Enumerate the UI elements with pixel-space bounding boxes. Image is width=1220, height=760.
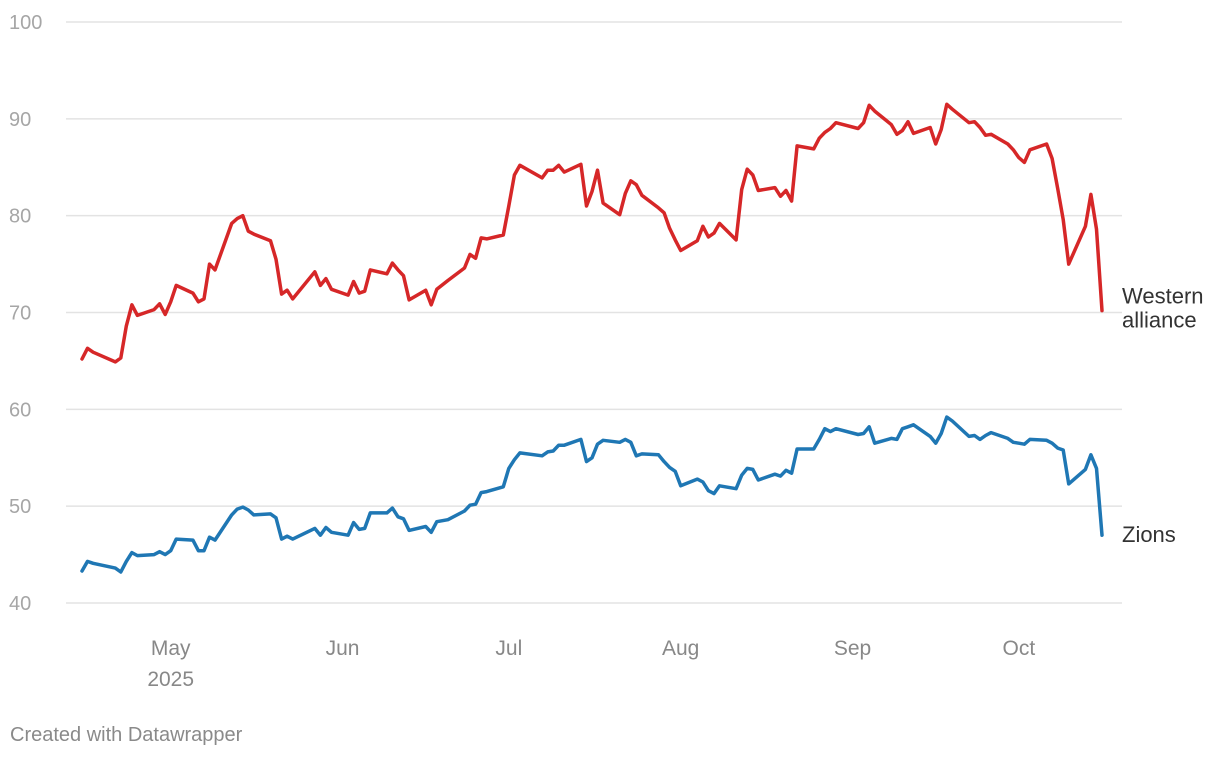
x-tick-label: Jun bbox=[326, 637, 360, 660]
series-label-western-alliance: alliance bbox=[1122, 308, 1197, 333]
x-tick-label: Jul bbox=[495, 637, 522, 660]
line-chart: 40 50 60 70 80 90 100 May 2025 Jun Jul Aug Sep Oct W… bbox=[9, 12, 1204, 691]
y-tick-label: 60 bbox=[9, 399, 31, 421]
x-tick-label: Sep bbox=[834, 637, 871, 660]
y-tick-label: 80 bbox=[9, 206, 31, 228]
series-line-zions bbox=[80, 415, 1104, 574]
y-tick-label: 100 bbox=[9, 12, 42, 34]
y-tick-label: 50 bbox=[9, 496, 31, 518]
series-label-western-alliance: Western bbox=[1122, 284, 1204, 309]
x-tick-sublabel: 2025 bbox=[147, 668, 194, 691]
x-tick-label: Aug bbox=[662, 637, 699, 660]
y-tick-label: 40 bbox=[9, 593, 31, 615]
series-line-western-alliance bbox=[80, 102, 1104, 364]
footer-credit: Created with Datawrapper bbox=[10, 724, 243, 746]
x-axis: May 2025 Jun Jul Aug Sep Oct bbox=[147, 637, 1035, 691]
x-tick-label: May bbox=[151, 637, 191, 660]
y-tick-label: 90 bbox=[9, 109, 31, 131]
series-lines bbox=[80, 102, 1104, 574]
y-tick-label: 70 bbox=[9, 303, 31, 325]
series-label-zions: Zions bbox=[1122, 522, 1176, 547]
x-tick-label: Oct bbox=[1003, 637, 1036, 660]
gridlines bbox=[66, 21, 1122, 604]
y-axis: 40 50 60 70 80 90 100 bbox=[9, 12, 42, 615]
